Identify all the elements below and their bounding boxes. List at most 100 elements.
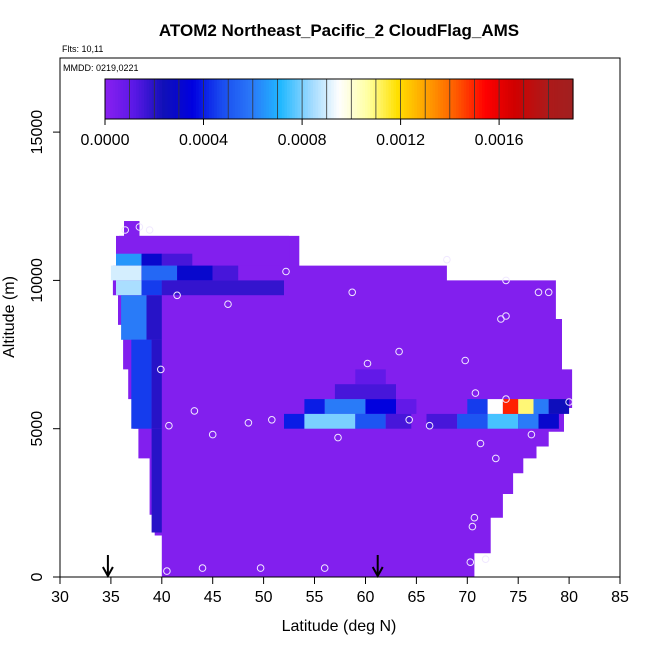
colorbar-swatch <box>458 79 462 119</box>
x-tick-label: 35 <box>102 589 120 606</box>
colorbar-swatch <box>437 79 441 119</box>
data-point <box>527 430 536 439</box>
colorbar-swatch <box>149 79 153 119</box>
x-tick-label: 75 <box>509 589 527 606</box>
colorbar-swatch <box>346 79 350 119</box>
colorbar-swatch <box>526 79 530 119</box>
heatmap-cell <box>121 295 147 340</box>
heatmap-cell <box>548 399 570 414</box>
colorbar-swatch <box>284 79 288 119</box>
colorbar-swatch <box>534 79 538 119</box>
colorbar-swatch <box>313 79 317 119</box>
data-point <box>208 430 217 439</box>
data-point <box>224 300 232 309</box>
data-point <box>461 356 470 365</box>
colorbar-swatch <box>118 79 122 119</box>
colorbar-swatch <box>549 79 553 119</box>
colorbar-swatch <box>380 79 384 119</box>
colorbar-swatch <box>528 79 532 119</box>
heatmap-cell <box>533 399 549 414</box>
colorbar-swatch <box>235 79 239 119</box>
colorbar-swatch <box>352 79 356 119</box>
arrows <box>102 555 384 579</box>
colorbar-swatch <box>167 79 171 119</box>
colorbar-swatch <box>263 79 267 119</box>
colorbar-swatch <box>175 79 179 119</box>
data-point <box>268 416 276 424</box>
colorbar-tick-label: 0.0000 <box>81 132 130 149</box>
colorbar-swatch <box>157 79 161 119</box>
colorbar-swatch <box>378 79 382 119</box>
colorbar-swatch <box>216 79 220 119</box>
data-point <box>395 347 403 356</box>
colorbar-swatch <box>237 79 241 119</box>
data-point <box>244 419 253 427</box>
colorbar-swatch <box>271 79 275 119</box>
x-tick-label: 50 <box>255 589 273 606</box>
colorbar-swatch <box>521 79 525 119</box>
data-point <box>157 365 165 374</box>
heatmap-cell <box>457 413 488 429</box>
colorbar-tick-label: 0.0016 <box>475 132 524 149</box>
colorbar-swatch <box>536 79 540 119</box>
y-tick-label: 15000 <box>29 110 46 155</box>
colorbar-swatch <box>279 79 283 119</box>
colorbar-swatch <box>125 79 129 119</box>
colorbar-swatch <box>427 79 431 119</box>
data-point <box>476 439 485 448</box>
colorbar-swatch <box>471 79 475 119</box>
colorbar-swatch <box>222 79 226 119</box>
colorbar-swatch <box>391 79 395 119</box>
colorbar-swatch <box>188 79 192 119</box>
heatmap-cell <box>284 413 305 429</box>
colorbar-swatch <box>276 79 280 119</box>
colorbar-swatch <box>302 79 306 119</box>
data-point <box>502 312 510 320</box>
y-tick-label: 5000 <box>29 411 46 447</box>
heatmap-cell <box>324 399 366 414</box>
colorbar-swatch <box>333 79 337 119</box>
colorbar-swatch <box>193 79 197 119</box>
colorbar-swatch <box>227 79 231 119</box>
colorbar-swatch <box>513 79 517 119</box>
colorbar-swatch <box>567 79 571 119</box>
colorbar-swatch <box>245 79 249 119</box>
colorbar-swatch <box>300 79 304 119</box>
colorbar-swatch <box>107 79 111 119</box>
y-axis-label: Altitude (m) <box>1 276 18 358</box>
colorbar-swatch <box>240 79 244 119</box>
colorbar-swatch <box>541 79 545 119</box>
x-tick-label: 60 <box>357 589 375 606</box>
colorbar-swatch <box>151 79 155 119</box>
colorbar-tick-label: 0.0008 <box>278 132 327 149</box>
colorbar-swatch <box>255 79 259 119</box>
heatmap-cell <box>177 265 213 281</box>
colorbar-swatch <box>180 79 184 119</box>
heatmap-cell <box>116 280 142 296</box>
colorbar-swatch <box>326 79 330 119</box>
data-point <box>198 564 207 572</box>
colorbar-swatch <box>432 79 436 119</box>
data-point <box>145 226 154 234</box>
colorbar-swatch <box>370 79 374 119</box>
colorbar-swatch <box>388 79 392 119</box>
data-point <box>471 389 480 397</box>
colorbar-swatch <box>476 79 480 119</box>
colorbar-swatch <box>518 79 522 119</box>
heatmap-cell <box>304 399 325 414</box>
colorbar-swatch <box>406 79 410 119</box>
colorbar-swatch <box>461 79 465 119</box>
colorbar-swatch <box>500 79 504 119</box>
colorbar-swatch <box>177 79 181 119</box>
heatmap-cell <box>487 413 519 429</box>
colorbar-swatch <box>419 79 423 119</box>
heatmap-cells <box>110 221 573 577</box>
colorbar-swatch <box>495 79 499 119</box>
data-point <box>121 226 129 234</box>
colorbar-swatch <box>136 79 140 119</box>
colorbar-swatch <box>562 79 566 119</box>
data-point <box>163 567 171 575</box>
colorbar-swatch <box>515 79 519 119</box>
heatmap-cell <box>141 280 162 296</box>
